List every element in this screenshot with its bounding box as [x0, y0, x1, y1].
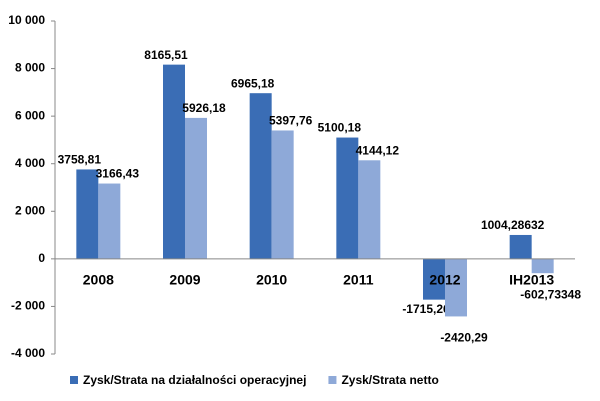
y-tick-label: -4 000 — [11, 346, 45, 360]
y-tick-label: 4 000 — [15, 156, 45, 170]
bar — [336, 137, 359, 259]
legend-label: Zysk/Strata na działalności operacyjnej — [83, 373, 306, 387]
y-tick-label: 8 000 — [15, 61, 45, 75]
data-label: 5397,76 — [269, 114, 313, 128]
y-tick-label: 6 000 — [15, 108, 45, 122]
bar — [185, 117, 207, 259]
bar — [98, 183, 121, 259]
data-label: 6965,18 — [231, 76, 275, 90]
data-label: 3166,43 — [96, 167, 140, 181]
data-label: 5926,18 — [182, 101, 226, 115]
x-tick-label: 2010 — [256, 272, 287, 288]
bar — [358, 160, 381, 259]
x-tick-label: 2008 — [83, 272, 114, 288]
y-tick-label: 2 000 — [15, 203, 45, 217]
data-label: 1004,28632 — [481, 218, 545, 232]
data-label: 3758,81 — [58, 153, 102, 167]
legend-swatch — [328, 376, 337, 384]
x-tick-label: 2011 — [343, 272, 374, 288]
bar — [76, 169, 99, 259]
legend-label: Zysk/Strata netto — [341, 373, 438, 387]
x-tick-label: IH2013 — [509, 272, 554, 288]
data-label: 4144,12 — [356, 143, 400, 157]
y-tick-label: -2 000 — [11, 299, 45, 313]
x-tick-label: 2012 — [429, 272, 460, 288]
bar — [423, 258, 445, 300]
data-label: 8165,51 — [144, 48, 188, 62]
data-label: -2420,29 — [440, 331, 488, 345]
bar — [163, 64, 185, 259]
data-label: 5100,18 — [318, 121, 362, 135]
x-tick-label: 2009 — [169, 272, 200, 288]
bar — [531, 258, 554, 274]
bar — [271, 130, 294, 259]
bar — [445, 258, 467, 317]
legend-swatch — [70, 376, 78, 384]
y-tick-label: 10 000 — [8, 13, 45, 27]
y-tick-label: 0 — [38, 251, 45, 265]
bar — [509, 234, 532, 259]
bar — [249, 93, 272, 259]
data-label: -1715,26 — [402, 302, 450, 316]
data-label: -602,73348 — [520, 287, 581, 301]
